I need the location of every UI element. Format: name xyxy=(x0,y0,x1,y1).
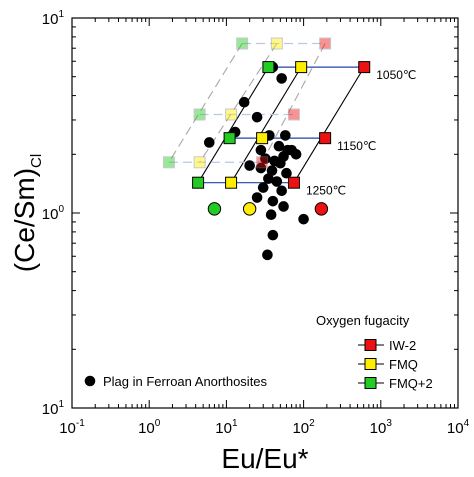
scatter-point xyxy=(265,209,277,221)
scatter-point xyxy=(263,173,274,184)
fugacity-square-marker xyxy=(223,132,236,145)
fugacity-square-marker xyxy=(287,108,300,121)
reference-point xyxy=(242,202,257,216)
scatter-point xyxy=(278,201,289,212)
fugacity-square-marker xyxy=(287,176,300,189)
axis-ticks-layer: 10-1 100 101 102 103 104 101 100 101 xyxy=(42,9,470,437)
fugacity-square-marker xyxy=(319,132,332,145)
fugacity-line xyxy=(168,43,243,163)
legend-scatter-label: Plag in Ferroan Anorthosites xyxy=(103,374,268,389)
x-tick-label: 10-1 xyxy=(59,418,85,437)
scatter-point xyxy=(262,249,273,261)
scatter-point xyxy=(255,162,267,174)
fugacity-square-marker xyxy=(270,37,283,50)
legend-entry-label: FMQ+2 xyxy=(389,376,433,391)
fugacity-line xyxy=(230,66,302,183)
x-tick-label: 103 xyxy=(370,418,393,437)
scatter-point xyxy=(267,195,279,207)
legend-title: Oxygen fugacity xyxy=(316,313,410,328)
y-tick-label: 101 xyxy=(42,399,65,418)
scatter-point xyxy=(266,165,278,176)
y-axis-label: (Ce/Sm)Cl xyxy=(9,154,45,272)
fugacity-square-marker xyxy=(358,61,371,74)
isotherm-label: 1150℃ xyxy=(337,139,376,153)
scatter-point xyxy=(257,182,269,193)
x-tick-label: 101 xyxy=(215,418,238,437)
x-tick-label: 100 xyxy=(138,418,161,437)
scatter-point xyxy=(276,73,287,84)
reference-point xyxy=(207,202,222,216)
scatter-point xyxy=(290,148,302,160)
isotherm-label: 1050℃ xyxy=(376,68,416,82)
x-axis-label: Eu/Eu* xyxy=(221,443,308,474)
legend-marker xyxy=(364,339,377,351)
fugacity-line xyxy=(197,66,269,183)
scatter-point xyxy=(244,160,255,171)
fugacity-square-marker xyxy=(193,108,206,121)
reference-point xyxy=(314,202,329,216)
scatter-point xyxy=(260,153,271,164)
scatter-point xyxy=(280,130,291,141)
scatter-point xyxy=(267,229,279,241)
x-tick-label: 102 xyxy=(292,418,315,437)
fugacity-square-marker xyxy=(295,61,308,74)
scatter-point xyxy=(273,140,285,152)
scatter-point xyxy=(255,144,267,156)
y-tick-label: 101 xyxy=(42,9,65,28)
scatter-point xyxy=(271,176,283,187)
legend-entry-label: FMQ xyxy=(389,357,418,372)
fugacity-square-marker xyxy=(162,156,175,169)
scatter-point xyxy=(281,167,292,179)
legend-entry-label: IW-2 xyxy=(389,338,416,353)
scatter-point xyxy=(251,192,263,203)
fugacity-line xyxy=(261,43,326,163)
fugacity-square-marker xyxy=(319,37,332,50)
scatter-layer xyxy=(203,61,309,261)
scatter-point xyxy=(275,157,286,169)
fugacity-square-marker xyxy=(262,61,275,74)
x-tick-label: 104 xyxy=(447,418,470,437)
scatter-point xyxy=(238,96,250,108)
legend-marker xyxy=(364,358,377,370)
scatter-point xyxy=(203,137,215,148)
scatter-point xyxy=(298,213,309,225)
fugacity-markers-layer xyxy=(162,37,371,216)
y-tick-label: 100 xyxy=(42,204,65,223)
legend: Oxygen fugacity IW-2 FMQ FMQ+2 Plag in Ferro… xyxy=(84,313,433,391)
fugacity-square-marker xyxy=(256,132,269,145)
legend-marker xyxy=(364,377,377,389)
fugacity-square-marker xyxy=(256,156,269,169)
scatter-point xyxy=(276,185,287,197)
legend-scatter-marker xyxy=(84,375,96,387)
fugacity-square-marker xyxy=(193,156,206,169)
fugacity-square-marker xyxy=(236,37,249,50)
scatter-point xyxy=(251,111,263,123)
isotherm-label: 1250℃ xyxy=(306,184,346,198)
fugacity-square-marker xyxy=(225,108,238,121)
fugacity-square-marker xyxy=(225,176,238,189)
fugacity-line xyxy=(293,66,365,183)
isotherm-labels-layer: 1050℃ 1150℃ 1250℃ xyxy=(306,68,416,198)
fugacity-square-marker xyxy=(192,176,205,189)
